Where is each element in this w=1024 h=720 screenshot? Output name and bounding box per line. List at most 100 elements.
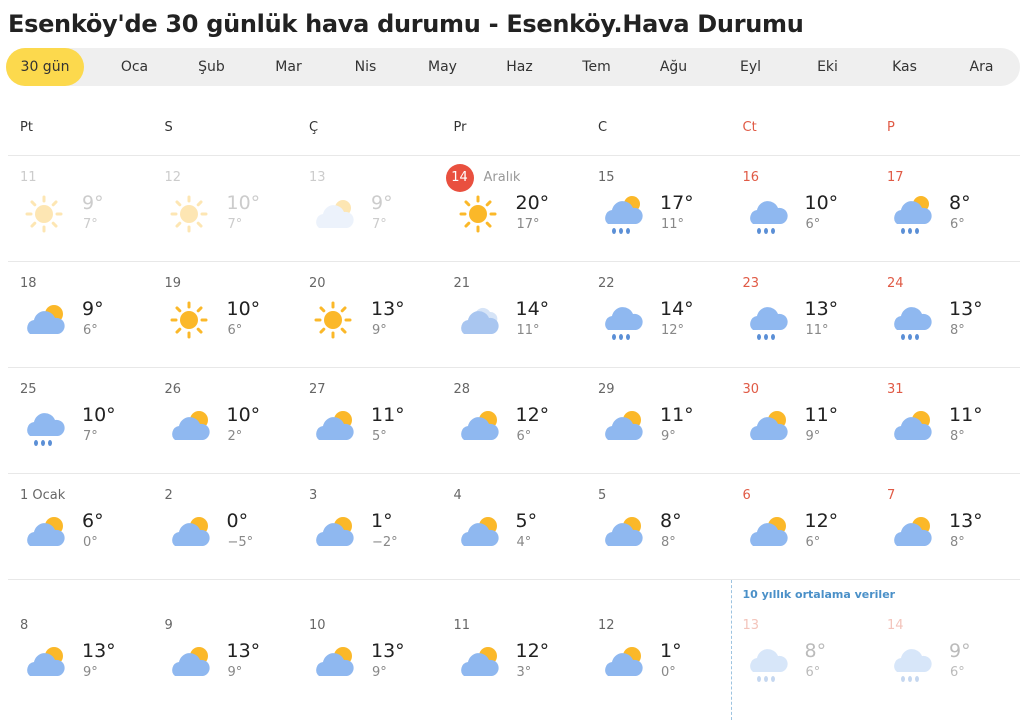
day-date: 29 [598, 382, 615, 397]
tab-month[interactable]: Eki [817, 59, 838, 75]
cloud-sun-icon [745, 404, 789, 448]
day-cell[interactable]: 10 yıllık ortalama veriler 13 8° 6° [730, 580, 895, 720]
tab-month[interactable]: Nis [354, 59, 377, 75]
day-date: 9 [164, 618, 173, 633]
day-cell[interactable]: 31 11° 8° [875, 368, 1020, 473]
day-cell[interactable]: 10 13° 9° [297, 580, 442, 700]
cloud-sun-icon [745, 510, 789, 554]
day-cell[interactable]: 11 12° 3° [442, 580, 587, 700]
day-cell[interactable]: 20 13° 9° [297, 262, 442, 367]
week-row: 11 9° 7° 12 10° 7° 13 9° 7° 14 Aralık 20° 17° 15 17° 11… [8, 156, 1020, 262]
day-cell[interactable]: 16 10° 6° [731, 156, 876, 261]
temp-low: 9° [372, 323, 387, 338]
day-cell[interactable]: 14 9° 6° [875, 580, 1020, 700]
day-date: 1 Ocak [20, 488, 66, 503]
day-date: Aralık [483, 170, 521, 185]
day-date: 13 [309, 170, 326, 185]
temp-high: 11° [371, 404, 405, 426]
day-cell[interactable]: 25 10° 7° [8, 368, 153, 473]
temp-low: 11° [661, 217, 685, 232]
temp-high: 8° [804, 640, 827, 662]
temp-low: −2° [372, 535, 398, 550]
day-cell[interactable]: 12 1° 0° [586, 580, 731, 700]
day-cell[interactable]: 30 11° 9° [731, 368, 876, 473]
tab-month[interactable]: Tem [582, 59, 611, 75]
cloud-sun-icon [22, 640, 66, 684]
day-cell[interactable]: 2 0° −5° [153, 474, 298, 579]
temp-high: 11° [660, 404, 694, 426]
temp-high: 13° [82, 640, 116, 662]
day-cell[interactable]: 17 8° 6° [875, 156, 1020, 261]
day-date: 10 [309, 618, 326, 633]
day-cell[interactable]: 7 13° 8° [875, 474, 1020, 579]
day-cell[interactable]: 19 10° 6° [153, 262, 298, 367]
cloudy-sun-icon [311, 192, 355, 236]
temp-high: 13° [371, 298, 405, 320]
tab-month[interactable]: Ağu [659, 59, 688, 75]
temp-low: 7° [83, 429, 98, 444]
temp-high: 20° [515, 192, 550, 214]
day-cell[interactable]: 28 12° 6° [442, 368, 587, 473]
temp-low: 9° [83, 665, 98, 680]
day-cell[interactable]: 14 Aralık 20° 17° [442, 156, 587, 261]
day-date: 23 [742, 276, 760, 291]
cloud-sun-icon [22, 510, 66, 554]
week-row: 8 13° 9° 9 13° 9° 10 13° 9° 11 12° 3° 12 1° 0° 10 yıllı… [8, 580, 1020, 720]
day-cell[interactable]: 23 13° 11° [731, 262, 876, 367]
tab-month[interactable]: May [428, 59, 457, 75]
temp-low: 5° [372, 429, 387, 444]
temp-high: 9° [82, 298, 104, 320]
day-date: 8 [20, 618, 29, 633]
day-date: 31 [887, 382, 904, 397]
day-cell[interactable]: 11 9° 7° [8, 156, 153, 261]
day-cell[interactable]: 24 13° 8° [875, 262, 1020, 367]
day-cell[interactable]: 13 9° 7° [297, 156, 442, 261]
day-cell[interactable]: 12 10° 7° [153, 156, 298, 261]
day-cell[interactable]: 21 14° 11° [442, 262, 587, 367]
day-cell[interactable]: 9 13° 9° [153, 580, 298, 700]
day-cell[interactable]: 26 10° 2° [153, 368, 298, 473]
day-date: 11 [20, 170, 37, 185]
day-date: 16 [742, 170, 760, 185]
day-cell[interactable]: 5 8° 8° [586, 474, 731, 579]
day-cell[interactable]: 27 11° 5° [297, 368, 442, 473]
day-date: 17 [887, 170, 904, 185]
tab-month[interactable]: Oca [120, 59, 149, 75]
temp-high: 5° [515, 510, 538, 532]
temp-high: 8° [949, 192, 971, 214]
day-cell[interactable]: 15 17° 11° [586, 156, 731, 261]
day-cell[interactable]: 6 12° 6° [731, 474, 876, 579]
cloud-sun-icon [456, 404, 500, 448]
tab-30-days[interactable]: 30 gün [6, 48, 84, 86]
day-cell[interactable]: 3 1° −2° [297, 474, 442, 579]
temp-high: 0° [226, 510, 249, 532]
cloud-sun-icon [311, 404, 355, 448]
weekday-label: Ct [742, 120, 757, 135]
day-cell[interactable]: 29 11° 9° [586, 368, 731, 473]
tab-month[interactable]: Şub [198, 59, 225, 75]
temp-low: 11° [516, 323, 540, 338]
tab-month[interactable]: Mar [275, 59, 302, 75]
day-date: 14 [887, 618, 904, 633]
temp-high: 9° [949, 640, 971, 662]
cloud-sun-icon [167, 640, 211, 684]
day-cell[interactable]: 4 5° 4° [442, 474, 587, 579]
temp-high: 12° [804, 510, 839, 532]
day-cell[interactable]: 8 13° 9° [8, 580, 153, 700]
temp-high: 10° [82, 404, 116, 426]
temp-low: 0° [83, 535, 98, 550]
tab-month[interactable]: Haz [506, 59, 533, 75]
cloud-sun-icon [167, 404, 211, 448]
day-date: 12 [598, 618, 615, 633]
tab-month[interactable]: Kas [892, 59, 917, 75]
day-cell[interactable]: 22 14° 12° [586, 262, 731, 367]
day-date: 5 [598, 488, 607, 503]
cloud-sun-icon [167, 510, 211, 554]
temp-low: 6° [805, 535, 821, 550]
day-cell[interactable]: 1 Ocak 6° 0° [8, 474, 153, 579]
tab-month[interactable]: Eyl [739, 59, 762, 75]
tab-month[interactable]: Ara [969, 59, 994, 75]
temp-low: 7° [227, 217, 243, 232]
cloud-sun-icon [600, 640, 644, 684]
day-cell[interactable]: 18 9° 6° [8, 262, 153, 367]
